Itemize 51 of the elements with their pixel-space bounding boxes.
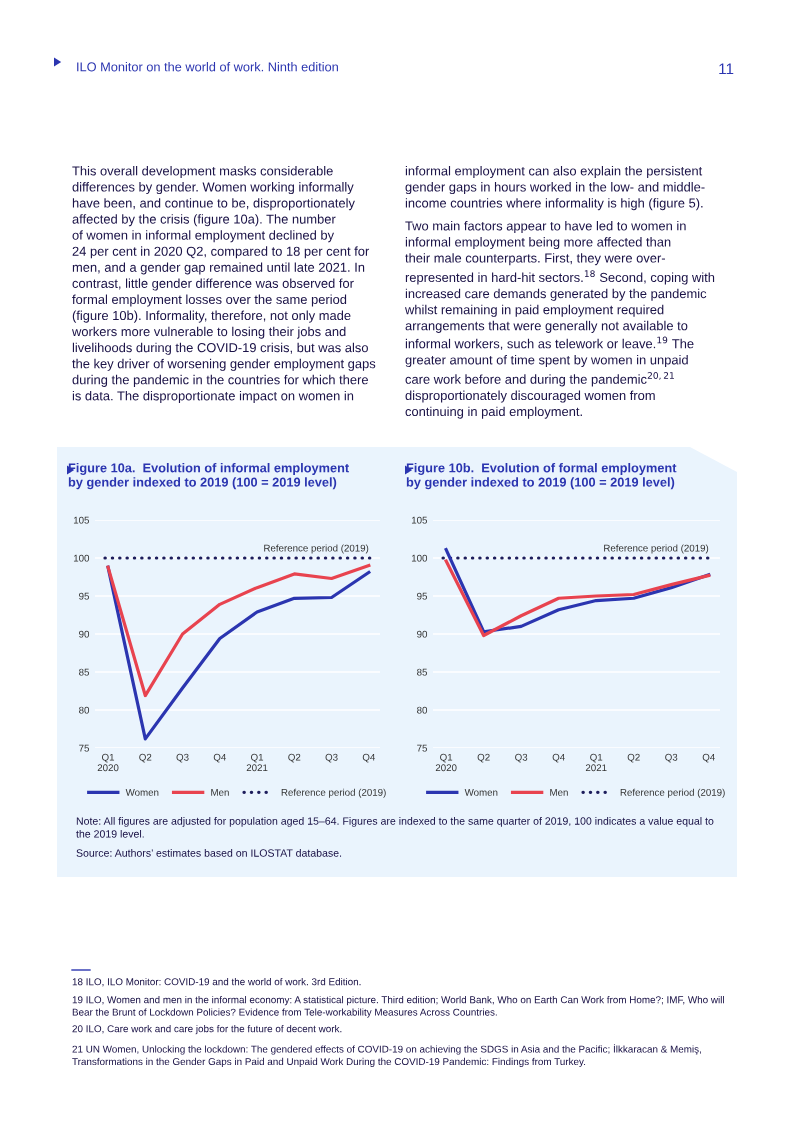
x-tick-label: Q3 xyxy=(176,753,189,763)
text: This overall development masks considerable differences by gender. Women working informally have been, and continue to be, disproportionately affected by the crisis (figure 10a). The number of women in informal employment declined by 24 per cent in 2020 Q2, compared to 18 per cent for men, and a gender gap remained until late 2021. In contrast, little gender difference was observed for formal employment losses over the same period (figure 10b). Informality, therefore, not only made workers more vulnerable to losing their jobs and livelihoods during the COVID-19 crisis, but was also the key driver of worsening gender employment gaps during the pandemic in the countries for which there is data. The disproportionate impact on women in xyxy=(71,166,376,403)
x-tick-label: Q2 xyxy=(288,753,301,763)
x-tick-label: Q4 xyxy=(362,753,376,763)
x-tick-label: Q1 2020 xyxy=(97,753,119,772)
y-tick-label: 80 xyxy=(417,706,428,714)
x-tick-label: Q4 xyxy=(702,753,715,763)
legend-label: Women xyxy=(464,789,498,796)
x-tick-label: Q2 xyxy=(477,753,490,763)
x-tick-label: Q2 xyxy=(627,753,640,763)
legend-label: Men xyxy=(211,789,229,796)
y-tick-label: 100 xyxy=(411,554,428,562)
text: 18 ILO, ILO Monitor: COVID-19 and the world of work. 3rd Edition. xyxy=(72,978,361,987)
text: 11 xyxy=(719,63,734,75)
y-tick-label: 90 xyxy=(79,630,90,638)
text: ILO Monitor on the world of work. Ninth edition xyxy=(77,62,338,72)
x-tick-label: Q1 2021 xyxy=(246,753,268,772)
text: 19 ILO, Women and men in the informal economy: A statistical picture. Third edition; World Bank, Who on Earth Can Work from Home?; IMF, Who will Bear the Brunt of Lockdown Policies? Evidence from Tele-workability Measures Across Countries. xyxy=(72,996,724,1018)
x-tick-label: Q3 xyxy=(515,753,528,763)
y-tick-label: 95 xyxy=(417,592,428,600)
text: 21 UN Women, Unlocking the lockdown: The gendered effects of COVID-19 on achieving the SDGS in Asia and the Pacific; İlkkaracan & Memiş, Transformations in the Gender Gaps in Paid and Unpaid Work During the COVID-19 Pandemic: Findings from Turkey. xyxy=(72,1044,701,1068)
x-tick-label: Q2 xyxy=(139,753,152,763)
y-tick-label: 85 xyxy=(417,668,428,676)
y-tick-label: 75 xyxy=(79,744,90,752)
y-tick-label: 90 xyxy=(417,630,428,638)
legend-label: Men xyxy=(550,789,568,796)
y-tick-label: 100 xyxy=(73,554,90,562)
y-tick-label: 105 xyxy=(73,516,90,524)
text: Reference period (2019) xyxy=(281,788,386,798)
legend-label: Women xyxy=(125,789,159,796)
ref-line-label: Reference period (2019) xyxy=(264,544,369,554)
y-tick-label: 75 xyxy=(417,744,428,752)
x-tick-label: Q3 xyxy=(665,753,678,763)
y-tick-label: 105 xyxy=(411,516,428,524)
x-tick-label: Q4 xyxy=(213,753,226,763)
x-tick-label: Q3 xyxy=(325,753,338,763)
text: Reference period (2019) xyxy=(620,788,725,798)
text: Note: All figures are adjusted for population aged 15–64. Figures are indexed to the same quarter of 2019, 100 indicates a value equal to the 2019 level. xyxy=(76,817,714,838)
x-tick-label: Q1 2021 xyxy=(585,753,607,772)
ref-line-label: Reference period (2019) xyxy=(604,544,709,554)
source-note: Source: Authors’ estimates based on ILOSTAT database. xyxy=(76,849,342,857)
y-tick-label: 85 xyxy=(79,668,90,676)
y-tick-label: 95 xyxy=(79,592,90,600)
line-series xyxy=(444,559,711,638)
text: informal employment can also explain the persistent gender gaps in hours worked in the low- and middle- income countries where informality is high (figure 5). xyxy=(405,166,705,211)
x-tick-label: Q1 2020 xyxy=(435,753,457,772)
line-series xyxy=(106,564,371,698)
text: Two main factors appear to have led to women in informal employment being more affected than their male counterparts. First, they were over- represented in hard-hit sectors.$^{18}$ Second, coping with increased care demands generated by the pandemic whilst remaining in paid employment required arrangements that were generally not available to informal workers, such as telework or leave.$^{19}$ The greater amount of time spent by women in unpaid care work before and during the pandemic$^{20,21}$ disproportionately discouraged women from continuing in paid employment. xyxy=(404,221,715,419)
x-tick-label: Q4 xyxy=(552,753,565,763)
y-tick-label: 80 xyxy=(79,706,90,714)
text: 20 ILO, Care work and care jobs for the future of decent work. xyxy=(72,1025,342,1035)
